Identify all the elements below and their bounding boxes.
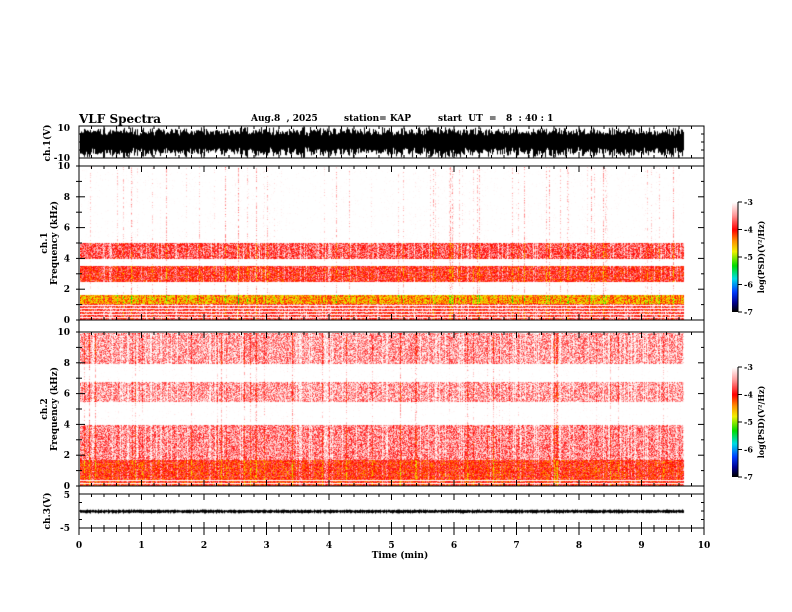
freq-ytick-label: 6 xyxy=(64,224,70,234)
start-time-label: start UT = 8 : 40 : 1 xyxy=(438,114,554,124)
freq-ytick-label: 0 xyxy=(64,482,70,492)
ch2-freq-ylabel-line1: ch.2 xyxy=(40,398,50,419)
ch3-ylabel: ch.3(V) xyxy=(42,493,53,530)
freq-ytick-label: 4 xyxy=(64,254,70,264)
freq-ytick-label: 6 xyxy=(64,390,70,400)
colorbar-tick-label: -4 xyxy=(744,390,753,400)
x-tick-label: 3 xyxy=(263,541,269,551)
freq-ytick-label: 10 xyxy=(57,162,70,172)
colorbar-ch1-label: log(PSD)(V²/Hz) xyxy=(756,221,766,294)
x-tick-label: 8 xyxy=(576,541,582,551)
colorbar-ch1 xyxy=(732,202,738,312)
ch1-spectrogram-canvas xyxy=(80,167,694,320)
colorbar-tick-label: -5 xyxy=(744,417,753,427)
station-label: station= KAP xyxy=(344,114,412,124)
colorbar-tick-label: -4 xyxy=(744,225,753,235)
colorbar-tick-label: -7 xyxy=(744,307,753,317)
colorbar-tick-label: -6 xyxy=(744,280,753,290)
x-tick-label: 1 xyxy=(138,541,144,551)
colorbar-tick-label: -3 xyxy=(744,197,753,207)
x-axis-label: Time (min) xyxy=(372,550,429,561)
colorbar-tick-label: -7 xyxy=(744,472,753,482)
x-tick-label: 0 xyxy=(76,541,82,551)
x-tick-label: 10 xyxy=(698,541,711,551)
ch3-ytick-bottom: -5 xyxy=(60,524,70,534)
colorbar-ch2 xyxy=(732,367,738,477)
panel-frames xyxy=(78,125,705,529)
x-tick-label: 7 xyxy=(513,541,519,551)
ch1-waveform-canvas xyxy=(80,127,694,158)
ch2-spectrogram-canvas xyxy=(80,333,694,486)
ch2-freq-ylabel-line2: Frequency (kHz) xyxy=(49,367,60,451)
panel-frame-3 xyxy=(78,331,705,487)
x-tick-label: 9 xyxy=(638,541,644,551)
colorbar-ch2-label: log(PSD)(V²/Hz) xyxy=(756,386,766,459)
ch1-ylabel: ch.1(V) xyxy=(42,125,53,162)
freq-ytick-label: 8 xyxy=(64,193,70,203)
panel-frame-2 xyxy=(78,165,705,321)
colorbar-tick-label: -3 xyxy=(744,362,753,372)
freq-ytick-label: 10 xyxy=(57,328,70,338)
date-label: Aug.8 , 2025 xyxy=(251,114,318,124)
freq-ytick-label: 2 xyxy=(64,285,70,295)
ch1-freq-ylabel-line1: ch.1 xyxy=(40,232,50,253)
colorbar-tick-label: -6 xyxy=(744,445,753,455)
ch1-freq-ylabel-line2: Frequency (kHz) xyxy=(49,201,60,285)
ch3-ytick-top: 5 xyxy=(64,491,70,501)
x-tick-label: 5 xyxy=(388,541,394,551)
ch1-ytick-bottom: -10 xyxy=(54,154,70,164)
freq-ytick-label: 0 xyxy=(64,316,70,326)
ch3-waveform-canvas xyxy=(80,495,694,528)
x-tick-label: 2 xyxy=(201,541,207,551)
colorbar-tick-label: -5 xyxy=(744,252,753,262)
x-tick-label: 6 xyxy=(451,541,457,551)
x-tick-label: 4 xyxy=(326,541,332,551)
freq-ytick-label: 8 xyxy=(64,359,70,369)
tick-marks xyxy=(78,125,705,535)
chart-title: VLF Spectra xyxy=(79,112,162,126)
ch1-ytick-top: 10 xyxy=(57,124,70,134)
freq-ytick-label: 4 xyxy=(64,420,70,430)
freq-ytick-label: 2 xyxy=(64,451,70,461)
